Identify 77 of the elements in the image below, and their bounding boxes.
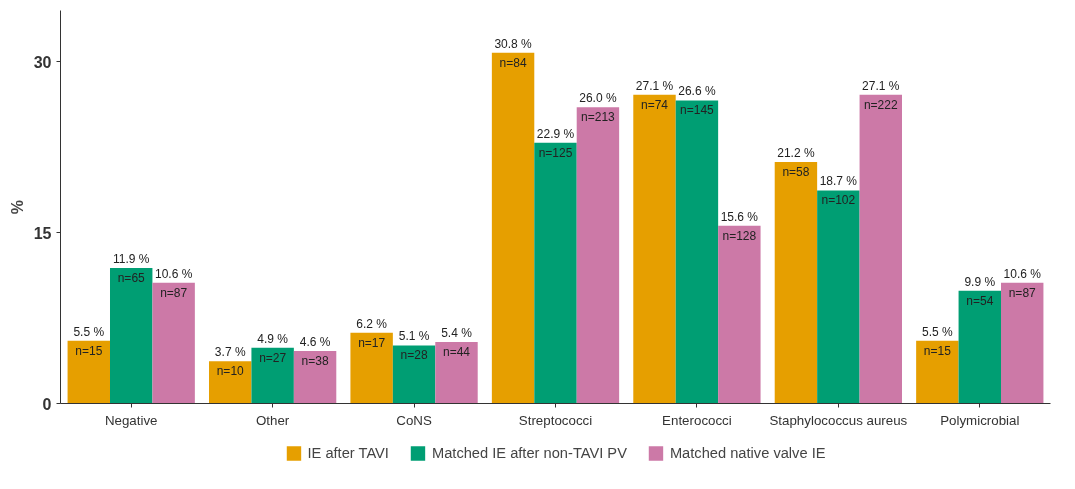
y-axis-title: % [8,199,26,215]
legend-label: IE after TAVI [307,444,389,461]
data-label: 26.0 % [579,91,617,106]
bar [675,100,719,404]
data-label: 6.2 % [356,316,388,331]
bar [534,142,577,404]
data-label: 5.5 % [922,324,954,339]
data-label: 4.6 % [299,335,331,350]
annotation: n=87 [160,285,188,300]
data-label: 18.7 % [819,174,858,189]
legend-label: Matched IE after non-TAVI PV [431,444,627,461]
data-label: 10.6 % [1003,266,1042,281]
y-tick-label: 15 [33,224,52,242]
annotation: n=17 [358,335,386,350]
bar [958,290,1001,404]
bar [633,94,676,404]
data-label: 3.7 % [214,345,246,360]
annotation: n=102 [821,193,856,208]
x-tick-label: Staphylococcus aureus [769,412,908,428]
bar [491,52,535,404]
data-label: 11.9 % [112,251,150,266]
annotation: n=145 [680,103,715,118]
data-label: 15.6 % [720,209,759,224]
bar [916,340,959,404]
data-label: 9.9 % [964,274,996,289]
annotation: n=15 [923,343,952,358]
x-tick-label: Polymicrobial [940,412,1020,428]
x-tick-label: Enterococci [662,412,732,428]
annotation: n=27 [259,350,287,365]
annotation: n=15 [75,343,103,358]
annotation: n=10 [216,364,245,379]
data-label: 27.1 % [862,78,900,93]
y-tick-label: 30 [33,53,52,71]
data-label: 27.1 % [635,78,674,93]
bar [110,267,153,404]
data-label: 5.5 % [73,324,105,339]
bar [67,340,110,404]
bar [817,190,860,404]
bar [774,162,818,404]
annotation: n=87 [1008,285,1037,300]
legend-label: Matched native valve IE [669,444,826,461]
bar [350,332,393,404]
bar [152,282,195,404]
annotation: n=44 [442,344,471,359]
bar [251,347,294,404]
bar [293,351,337,404]
annotation: n=213 [581,110,616,125]
annotation: n=222 [863,97,898,112]
annotation: n=74 [640,97,669,112]
x-tick-label: Negative [104,412,158,428]
x-tick-label: Streptococci [518,412,593,428]
data-label: 21.2 % [777,146,815,160]
annotation: n=28 [400,348,428,363]
bar [209,361,252,404]
bar [718,225,761,404]
data-label: 26.6 % [678,84,716,99]
annotation: n=128 [722,228,757,243]
bar [576,107,620,404]
data-label: 22.9 % [536,126,575,141]
data-label: 5.1 % [398,329,430,344]
annotation: n=65 [117,270,146,285]
bar [859,94,902,404]
annotation: n=38 [301,354,329,369]
annotation: n=125 [538,145,573,160]
x-tick-label: Other [255,412,290,428]
y-tick-label: 0 [42,395,52,413]
bar [392,345,436,404]
data-label: 4.9 % [257,331,289,346]
data-label: 10.6 % [154,266,193,281]
data-label: 30.8 % [494,36,533,51]
annotation: n=84 [499,55,527,70]
data-label: 5.4 % [441,325,473,340]
annotation: n=58 [782,165,810,179]
bar [1001,282,1044,404]
bar [435,341,478,404]
x-tick-label: CoNS [396,412,432,428]
annotation: n=54 [966,293,994,308]
